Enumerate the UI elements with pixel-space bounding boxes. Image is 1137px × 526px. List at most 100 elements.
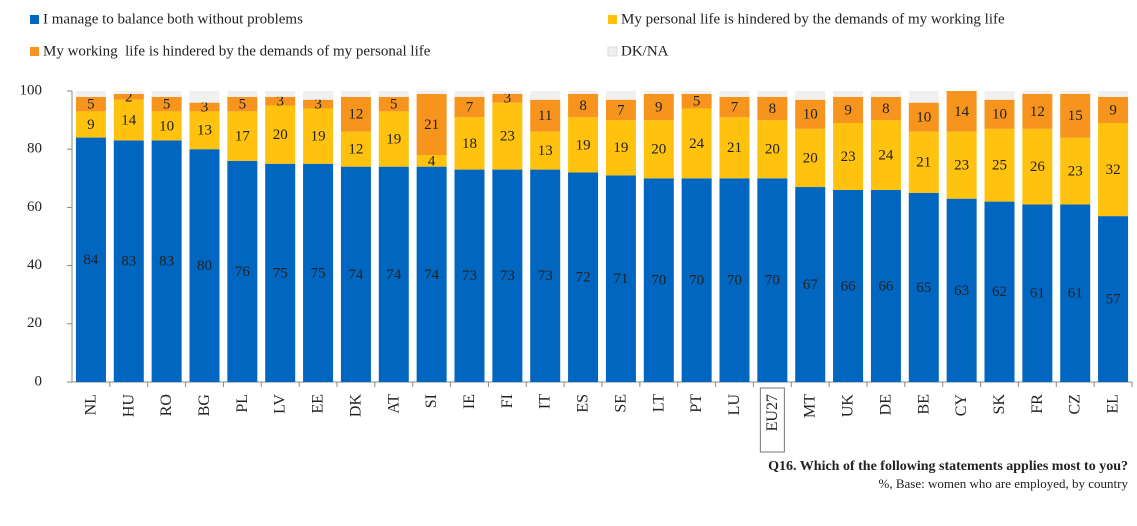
value-label: 9 — [87, 117, 95, 133]
bar-segment — [378, 166, 409, 382]
bar-segment — [189, 91, 220, 103]
value-label: 7 — [466, 99, 474, 115]
y-tick-label: 0 — [35, 373, 43, 389]
value-label: 2 — [125, 89, 133, 105]
bar-segment — [605, 91, 636, 100]
value-label: 3 — [314, 97, 322, 113]
bar-segment — [908, 91, 939, 103]
value-label: 74 — [424, 267, 440, 283]
bar-segment — [795, 128, 826, 188]
bar-segment — [303, 91, 334, 100]
highlight-box — [759, 387, 785, 453]
x-tick-label: CY — [953, 394, 970, 417]
bar-segment — [681, 108, 712, 179]
bar-segment — [265, 105, 296, 164]
bar-segment — [530, 99, 561, 132]
value-label: 3 — [504, 91, 512, 107]
value-label: 15 — [1068, 108, 1083, 124]
bar-segment — [303, 99, 334, 109]
bar-segment — [833, 189, 864, 382]
legend-swatch — [30, 47, 39, 56]
bar-segment — [492, 169, 523, 382]
bar-segment — [605, 99, 636, 121]
value-label: 5 — [239, 97, 247, 113]
bar-segment — [75, 137, 106, 382]
x-tick-label: CZ — [1067, 394, 1084, 414]
bar-segment — [227, 111, 258, 161]
bar-segment — [719, 91, 750, 97]
bar-segment — [378, 96, 409, 112]
bar-segment — [984, 201, 1015, 382]
bar-segment — [605, 175, 636, 382]
x-tick-label: BG — [196, 394, 213, 417]
bar-segment — [681, 93, 712, 109]
value-label: 23 — [841, 149, 856, 165]
bar-segment — [908, 192, 939, 382]
bar-segment — [1098, 123, 1129, 217]
value-label: 70 — [651, 273, 666, 289]
value-label: 8 — [579, 98, 587, 114]
bar-segment — [492, 102, 523, 170]
x-tick-label: SK — [991, 394, 1008, 415]
value-label: 20 — [651, 142, 666, 158]
bar-segment — [378, 111, 409, 167]
bar-segment — [605, 120, 636, 176]
bar-segment — [643, 91, 674, 94]
bar-segment — [681, 178, 712, 382]
value-label: 7 — [731, 99, 739, 115]
value-label: 70 — [689, 273, 704, 289]
x-tick-label: LV — [272, 394, 289, 414]
bar-segment — [189, 149, 220, 382]
x-tick-label: SI — [423, 394, 440, 408]
bar-segment — [870, 91, 901, 97]
value-label: 19 — [386, 131, 401, 147]
value-label: 66 — [878, 278, 894, 294]
value-label: 5 — [693, 94, 701, 110]
bar-segment — [454, 169, 485, 382]
bar-segment — [151, 91, 182, 97]
x-tick-label: PL — [234, 394, 251, 413]
bar-segment — [75, 91, 106, 97]
value-label: 57 — [1106, 292, 1122, 308]
value-label: 20 — [765, 142, 780, 158]
bar-segment — [757, 91, 788, 97]
x-tick-label: MT — [802, 394, 819, 418]
value-label: 83 — [159, 254, 174, 270]
value-label: 10 — [159, 118, 174, 134]
value-label: 71 — [613, 271, 628, 287]
bar-segment — [113, 99, 144, 141]
y-tick-label: 100 — [20, 82, 43, 98]
value-label: 20 — [803, 150, 818, 166]
x-tick-label: DK — [347, 394, 364, 418]
value-label: 13 — [197, 123, 212, 139]
legend-label: My working life is hindered by the deman… — [43, 43, 431, 59]
bar-segment — [227, 91, 258, 97]
bar-segment — [265, 163, 296, 382]
bar-segment — [643, 178, 674, 382]
x-tick-label: EL — [1105, 394, 1122, 414]
bar-segment — [530, 169, 561, 382]
bar-segment — [340, 131, 371, 167]
bar-segment — [757, 120, 788, 179]
value-label: 83 — [121, 254, 136, 270]
bar-segment — [303, 163, 334, 382]
legend-swatch — [608, 15, 617, 24]
bar-segment — [757, 178, 788, 382]
value-label: 74 — [386, 267, 402, 283]
value-label: 63 — [954, 283, 969, 299]
value-label: 61 — [1068, 286, 1083, 302]
x-tick-label: NL — [82, 394, 99, 415]
bar-segment — [1060, 137, 1091, 205]
value-label: 26 — [1030, 159, 1046, 175]
value-label: 20 — [273, 127, 288, 143]
value-label: 21 — [727, 140, 742, 156]
x-tick-label: FR — [1029, 394, 1046, 414]
value-label: 23 — [500, 129, 515, 145]
value-label: 18 — [462, 136, 477, 152]
bar-segment — [530, 131, 561, 170]
x-tick-label: LU — [726, 394, 743, 416]
bar-segment — [719, 117, 750, 179]
bar-segment — [795, 91, 826, 100]
bar-segment — [265, 96, 296, 106]
value-label: 12 — [348, 107, 363, 123]
